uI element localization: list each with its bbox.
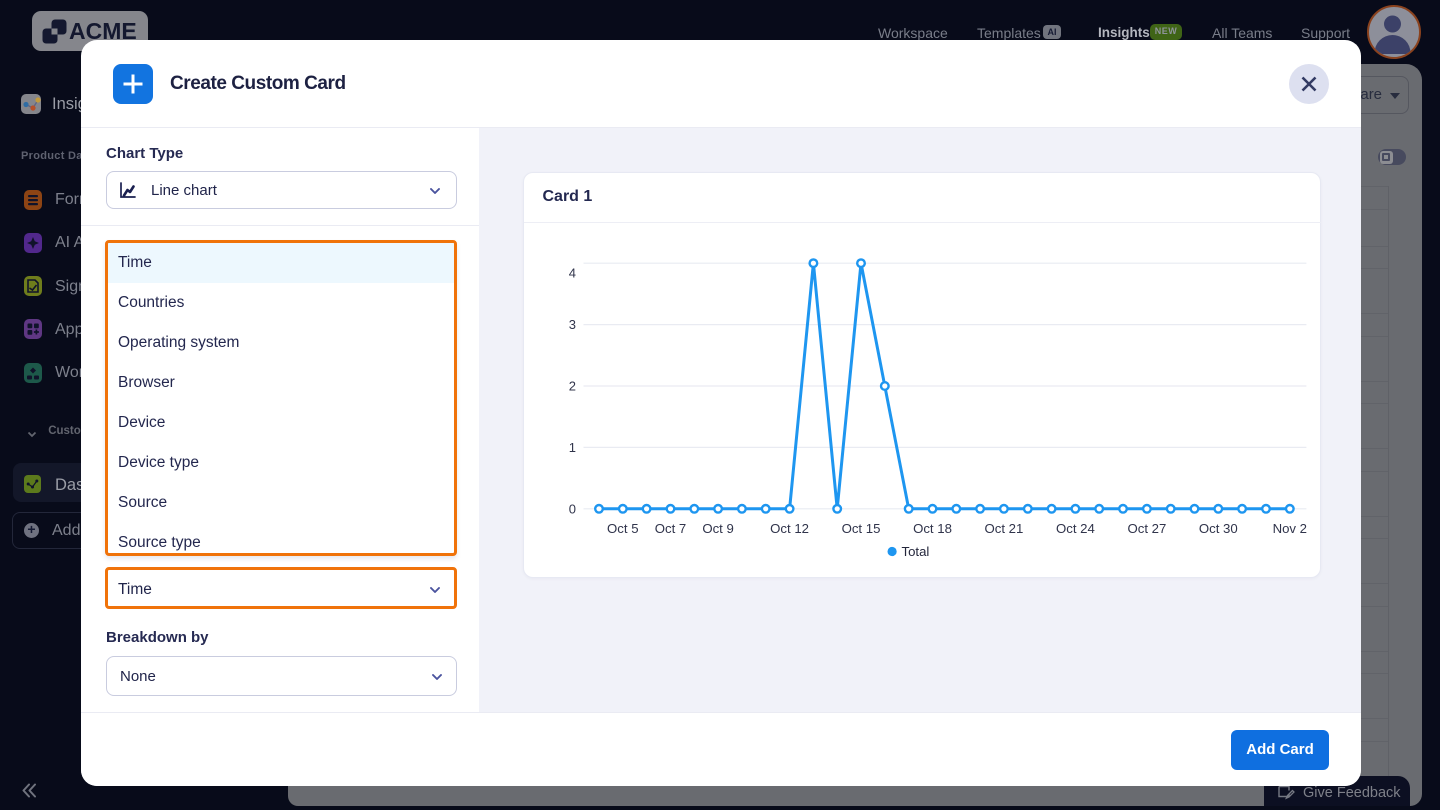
svg-text:1: 1 [568, 440, 575, 455]
svg-text:Oct 30: Oct 30 [1198, 521, 1237, 536]
svg-text:Oct 27: Oct 27 [1127, 521, 1166, 536]
svg-text:Oct 7: Oct 7 [654, 521, 686, 536]
svg-text:Oct 24: Oct 24 [1055, 521, 1094, 536]
svg-text:Oct 15: Oct 15 [841, 521, 880, 536]
svg-text:2: 2 [568, 379, 575, 394]
svg-text:Oct 12: Oct 12 [770, 521, 809, 536]
svg-text:Oct 18: Oct 18 [913, 521, 952, 536]
svg-text:Nov 2: Nov 2 [1272, 521, 1306, 536]
svg-text:3: 3 [568, 317, 575, 332]
svg-text:Oct 9: Oct 9 [702, 521, 734, 536]
svg-text:4: 4 [568, 265, 575, 280]
svg-text:Oct 21: Oct 21 [984, 521, 1023, 536]
svg-text:Oct 5: Oct 5 [607, 521, 639, 536]
svg-text:Total: Total [901, 544, 929, 559]
svg-text:0: 0 [568, 501, 575, 516]
